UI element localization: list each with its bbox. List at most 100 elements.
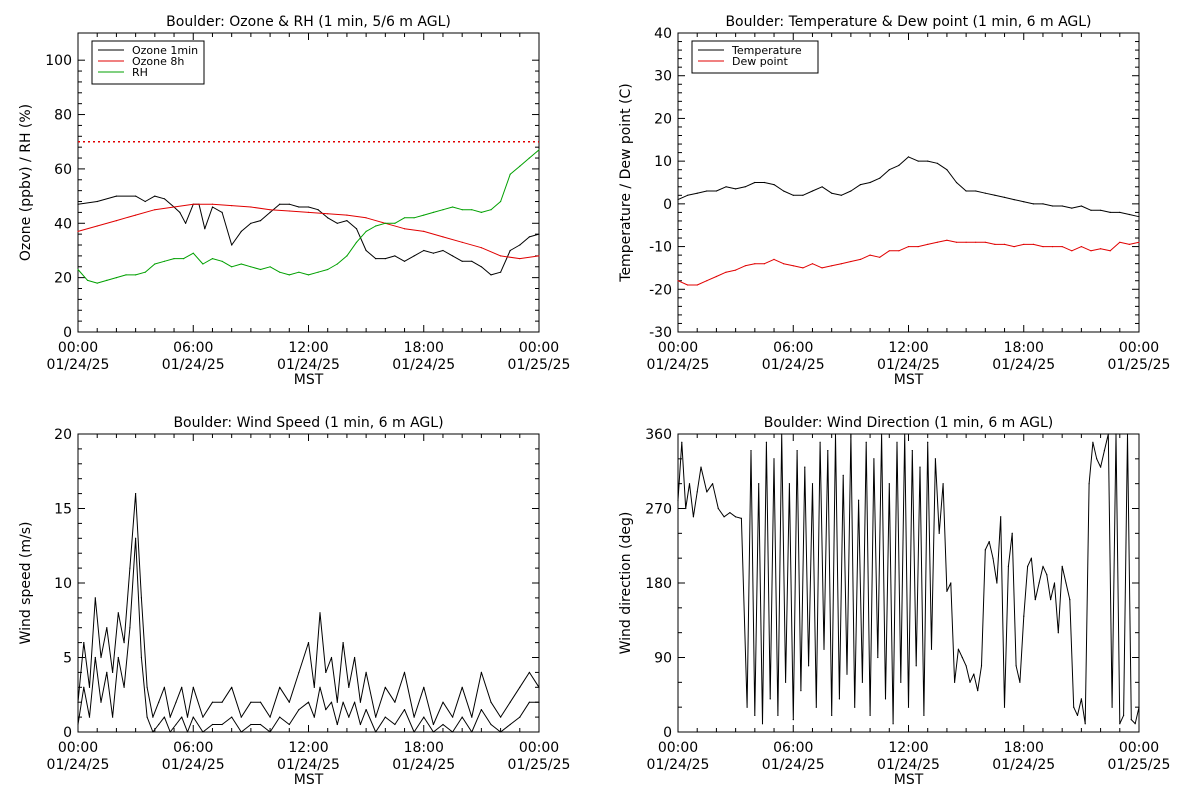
- temp-dewpoint-point-temperature: [696, 192, 698, 194]
- ozone-rh-legend-label-ozone-8h: Ozone 8h: [132, 55, 184, 68]
- ozone-rh-xtick-time-label: 06:00: [173, 340, 213, 356]
- wind-speed-point-series-0: [442, 701, 444, 703]
- ozone-rh-point-ozone-8h: [346, 214, 348, 216]
- wind-direction-point-series-0: [1042, 565, 1044, 568]
- wind-speed-point-series-0: [77, 701, 79, 703]
- wind-direction-panel: Boulder: Wind Direction (1 min, 6 m AGL)…: [618, 415, 1170, 788]
- wind-direction-ylabel: Wind direction (deg): [618, 512, 634, 655]
- temp-dewpoint-ytick-label: 0: [663, 197, 672, 213]
- ozone-rh-point-rh: [163, 260, 165, 262]
- ozone-rh-point-rh: [317, 271, 319, 273]
- ozone-rh-point-ozone-1min: [298, 206, 300, 208]
- temp-dewpoint-point-temperature: [1032, 203, 1034, 205]
- wind-speed-point-series-1: [106, 671, 108, 674]
- ozone-rh-point-rh: [509, 173, 511, 175]
- wind-speed-xtick-time-label: 18:00: [404, 740, 444, 756]
- wind-direction-point-series-0: [717, 507, 719, 510]
- wind-direction-point-series-0: [831, 714, 833, 717]
- temp-dewpoint-point-dew-point: [783, 263, 785, 265]
- wind-direction-point-series-0: [746, 706, 748, 708]
- wind-speed-point-series-1: [250, 723, 252, 726]
- ozone-rh-xtick-time-label: 00:00: [519, 340, 559, 356]
- wind-direction-point-series-0: [1115, 433, 1117, 435]
- ozone-rh-point-ozone-1min: [346, 220, 348, 222]
- ozone-rh-xtick-time-label: 00:00: [58, 340, 98, 356]
- ozone-rh-point-ozone-8h: [135, 214, 137, 216]
- wind-direction-point-series-0: [1103, 450, 1105, 452]
- wind-speed-point-series-1: [117, 656, 119, 659]
- ozone-rh-point-ozone-8h: [403, 228, 406, 230]
- ozone-rh-point-rh: [259, 268, 262, 271]
- ozone-rh-point-rh: [519, 165, 521, 167]
- wind-direction-ytick-label: 360: [645, 427, 672, 443]
- ozone-rh-title: Boulder: Ozone & RH (1 min, 5/6 m AGL): [166, 14, 451, 30]
- wind-direction-point-series-0: [677, 499, 679, 501]
- temp-dewpoint-point-temperature: [763, 181, 766, 184]
- ozone-rh-xlabel: MST: [294, 372, 324, 388]
- temp-dewpoint-point-temperature: [792, 194, 794, 196]
- ozone-rh-ytick-label: 20: [54, 271, 72, 287]
- ozone-rh-point-rh: [298, 271, 300, 273]
- ozone-rh-point-rh: [490, 209, 492, 211]
- ozone-rh-point-rh: [461, 209, 463, 211]
- ozone-rh-point-ozone-8h: [288, 210, 290, 212]
- wind-direction-point-series-0: [904, 433, 906, 435]
- ozone-rh-point-rh: [528, 157, 531, 159]
- temp-dewpoint-point-dew-point: [984, 241, 986, 243]
- ozone-rh-point-ozone-1min: [115, 195, 117, 197]
- temp-dewpoint-xtick-date-label: 01/24/25: [877, 357, 940, 373]
- ozone-rh-point-rh: [77, 268, 79, 271]
- temp-dewpoint-point-dew-point: [735, 269, 737, 271]
- ozone-rh-point-rh: [384, 222, 386, 224]
- wind-direction-point-series-0: [1000, 516, 1002, 518]
- wind-direction-point-series-0: [750, 450, 752, 452]
- wind-direction-point-series-0: [930, 648, 933, 650]
- wind-direction-point-series-0: [938, 532, 940, 534]
- ozone-rh-point-rh: [269, 266, 271, 268]
- ozone-rh-point-ozone-1min: [471, 260, 473, 262]
- ozone-rh-line-rh: [77, 149, 540, 284]
- wind-direction-point-series-0: [811, 483, 814, 485]
- ozone-rh-point-rh: [346, 255, 348, 257]
- temp-dewpoint-point-temperature: [965, 190, 967, 192]
- wind-speed-point-series-1: [325, 709, 327, 711]
- wind-direction-point-series-0: [861, 681, 864, 683]
- ozone-rh-xtick-date-label: 01/25/25: [508, 357, 571, 373]
- wind-speed-point-series-1: [129, 627, 131, 629]
- wind-speed-point-series-0: [519, 686, 521, 688]
- ozone-rh-ytick-label: 100: [45, 53, 72, 69]
- ozone-rh-point-ozone-1min: [509, 249, 511, 252]
- wind-speed-point-series-1: [158, 723, 160, 726]
- ozone-rh-point-rh: [183, 258, 185, 260]
- wind-speed-point-series-0: [140, 597, 142, 599]
- temp-dewpoint-title: Boulder: Temperature & Dew point (1 min,…: [725, 14, 1091, 30]
- temp-dewpoint-point-dew-point: [687, 284, 689, 286]
- wind-speed-xtick-date-label: 01/24/25: [162, 757, 225, 773]
- wind-speed-point-series-1: [279, 716, 281, 718]
- temp-dewpoint-xtick-date-label: 01/24/25: [762, 357, 825, 373]
- ozone-rh-point-rh: [221, 260, 223, 262]
- wind-speed-point-series-1: [519, 716, 521, 718]
- wind-direction-point-series-0: [1107, 433, 1109, 435]
- temp-dewpoint-point-dew-point: [1138, 241, 1140, 243]
- temp-dewpoint-xtick-time-label: 00:00: [658, 340, 698, 356]
- wind-direction-point-series-0: [946, 590, 948, 592]
- temp-dewpoint-ytick-label: -20: [649, 282, 672, 298]
- wind-speed-xtick-date-label: 01/24/25: [277, 757, 340, 773]
- wind-speed-point-series-0: [471, 716, 473, 718]
- wind-speed-point-series-0: [146, 686, 148, 688]
- ozone-rh-ytick-label: 0: [63, 325, 72, 341]
- ozone-rh-point-rh: [87, 279, 89, 281]
- ozone-rh-point-ozone-1min: [403, 260, 406, 262]
- wind-speed-point-series-1: [211, 723, 214, 726]
- wind-direction-point-series-0: [1050, 599, 1052, 601]
- temp-dewpoint-point-dew-point: [1003, 243, 1006, 245]
- wind-direction-point-series-0: [781, 433, 783, 435]
- wind-speed-point-series-1: [500, 731, 502, 733]
- wind-speed-point-series-0: [186, 716, 189, 718]
- wind-speed-point-series-0: [336, 701, 338, 703]
- wind-direction-point-series-0: [858, 499, 860, 501]
- temp-dewpoint-point-dew-point: [936, 241, 938, 243]
- wind-direction-xtick-time-label: 00:00: [658, 740, 698, 756]
- wind-speed-point-series-1: [146, 716, 148, 718]
